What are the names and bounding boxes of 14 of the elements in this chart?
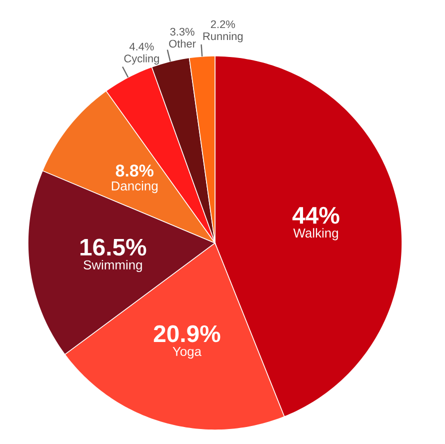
slice-label: Yoga (172, 347, 202, 359)
slice-label: Walking (293, 228, 338, 240)
data-label: 20.9% (154, 325, 220, 342)
slice-label: Swimming (84, 260, 142, 272)
slice-label: Cycling (124, 54, 159, 65)
data-label: 2.2% (210, 20, 235, 28)
data-label: 8.8% (116, 164, 154, 177)
slice-label: Running (203, 32, 243, 42)
data-label: 44% (292, 206, 340, 224)
data-label: 4.4% (129, 42, 154, 50)
data-label: 3.3% (170, 28, 194, 36)
slice-label: Other (169, 40, 196, 48)
slice-label: Dancing (112, 181, 158, 194)
data-label: 16.5% (80, 238, 146, 256)
